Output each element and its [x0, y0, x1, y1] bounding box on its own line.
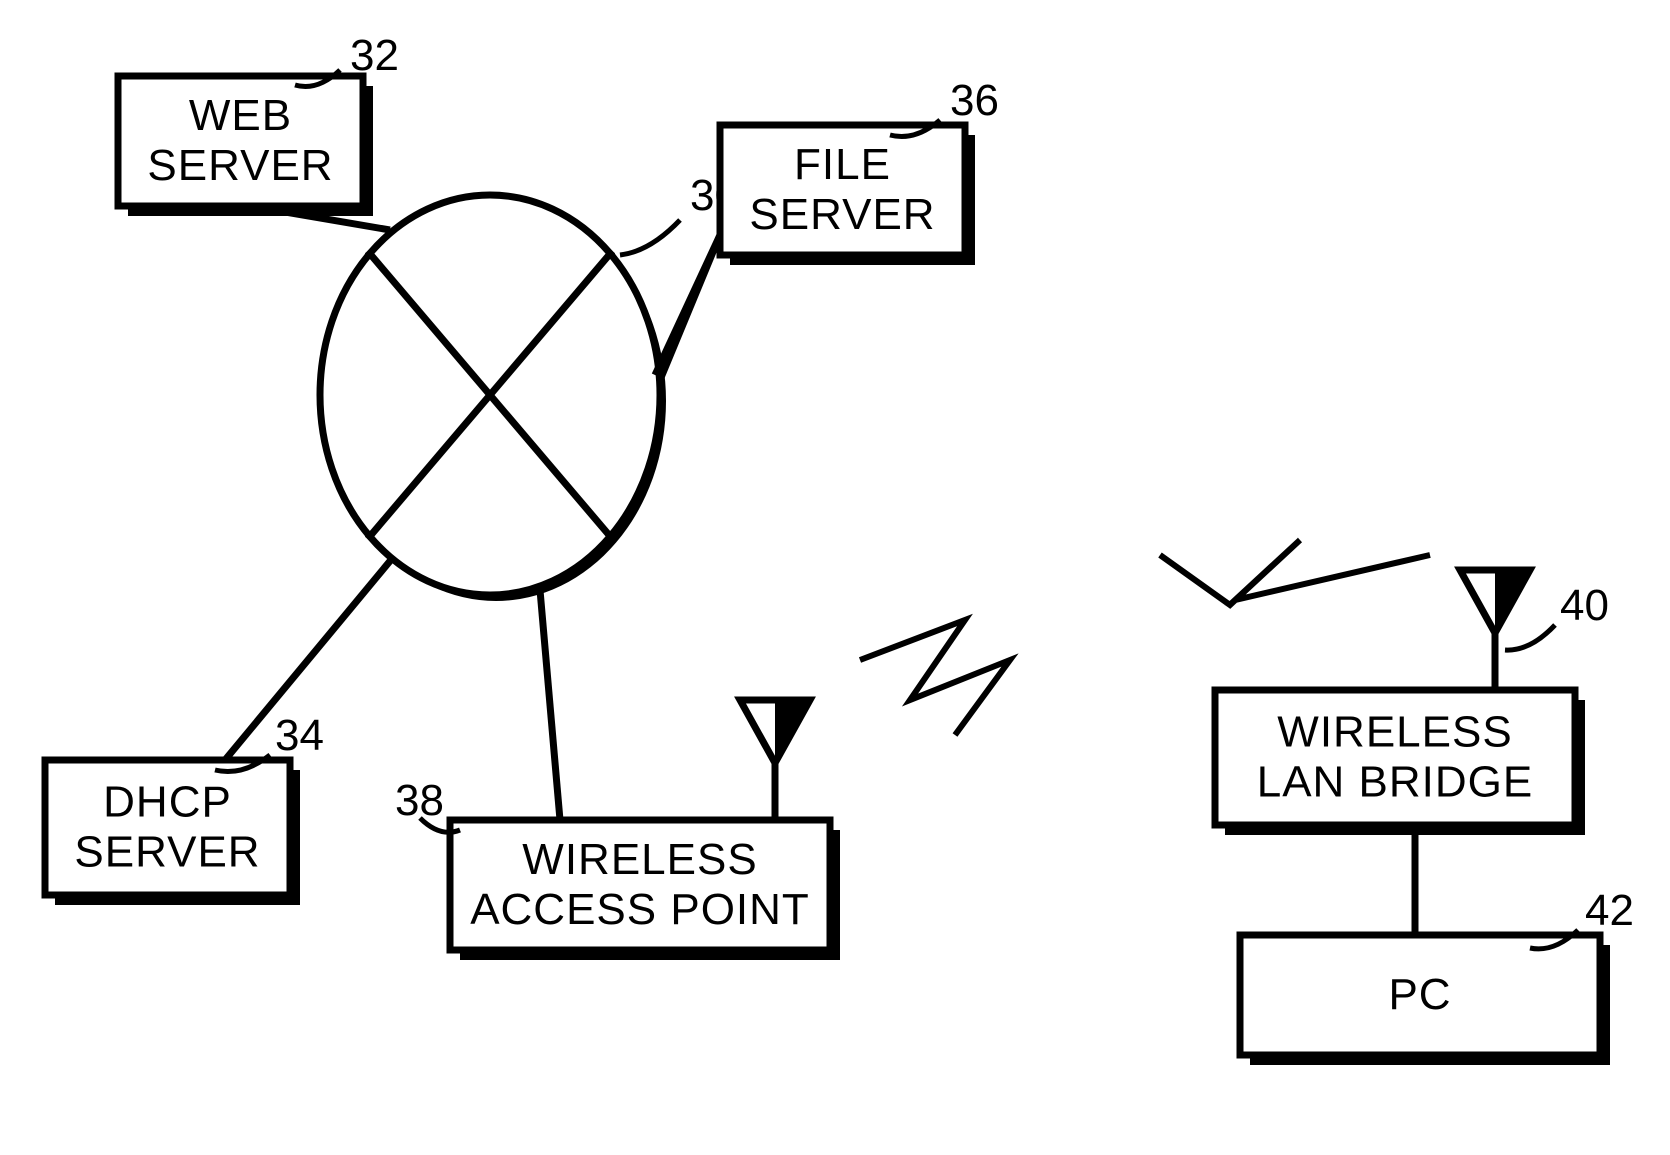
web-server-node: WEBSERVER	[118, 76, 373, 216]
pc-node: PC	[1240, 935, 1610, 1065]
svg-text:WIRELESS: WIRELESS	[1277, 708, 1512, 757]
ref-number: 40	[1560, 581, 1609, 630]
wireless-signal-left	[860, 620, 1010, 735]
dhcp-server-node: DHCPSERVER	[45, 760, 300, 905]
svg-text:SERVER: SERVER	[749, 190, 935, 239]
wireless-ap-node: WIRELESSACCESS POINT	[450, 820, 840, 960]
svg-text:SERVER: SERVER	[147, 141, 333, 190]
file-server-node: FILESERVER	[720, 125, 975, 265]
svg-text:DHCP: DHCP	[103, 778, 232, 827]
wireless-bridge-node: WIRELESSLAN BRIDGE	[1215, 690, 1585, 835]
svg-text:WEB: WEB	[189, 91, 292, 140]
edge	[540, 590, 560, 820]
svg-text:WIRELESS: WIRELESS	[522, 835, 757, 884]
svg-text:FILE: FILE	[794, 140, 891, 189]
network-diagram: 30WEBSERVER32DHCPSERVER34FILESERVER36WIR…	[0, 0, 1670, 1155]
wireless-signal-right	[1160, 540, 1430, 605]
ref-number: 34	[275, 711, 324, 760]
ref-number: 42	[1585, 886, 1634, 935]
svg-text:ACCESS POINT: ACCESS POINT	[470, 885, 810, 934]
ref-number: 36	[950, 76, 999, 125]
svg-text:LAN BRIDGE: LAN BRIDGE	[1257, 758, 1534, 807]
ref-number: 32	[350, 31, 399, 80]
svg-text:SERVER: SERVER	[74, 828, 260, 877]
svg-text:PC: PC	[1388, 970, 1451, 1019]
ref-number: 38	[395, 776, 444, 825]
